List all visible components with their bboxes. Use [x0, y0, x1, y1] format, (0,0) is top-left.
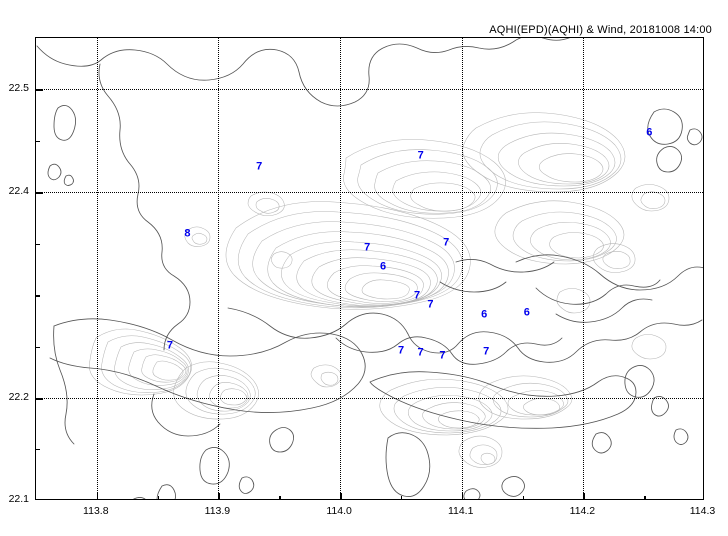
ytick-minor-22.45 [36, 140, 40, 143]
aqhi-value[interactable]: 7 [397, 344, 405, 357]
xtick-113.8 [96, 492, 99, 499]
xtick-minor-114.05 [400, 495, 403, 499]
ytick-minor-22.15 [36, 448, 40, 451]
yaxis-label-22.5: 22.5 [8, 82, 29, 95]
aqhi-value[interactable]: 7 [417, 149, 424, 162]
aqhi-value[interactable]: 6 [646, 126, 653, 139]
xtick-minor-113.95 [279, 495, 281, 499]
coastlines [36, 38, 703, 499]
aqhi-value[interactable]: 7 [417, 346, 424, 359]
aqhi-value[interactable]: 7 [439, 349, 446, 362]
aqhi-value[interactable]: 7 [443, 236, 450, 249]
xtick-114.0 [340, 492, 342, 499]
ytick-22.2 [36, 398, 43, 400]
aqhi-value[interactable]: 7 [256, 160, 263, 173]
ytick-22.4 [36, 192, 43, 194]
xtick-114.2 [583, 492, 585, 499]
xtick-114.1 [461, 492, 464, 499]
yaxis-label-22.1: 22.1 [8, 492, 29, 505]
xtick-114.3 [704, 493, 705, 500]
xaxis-label-113.8: 113.8 [83, 505, 109, 517]
map-geometry [36, 38, 703, 499]
ytick-22.1 [36, 500, 43, 501]
aqhi-value[interactable]: 6 [481, 308, 488, 321]
contour-lines [89, 112, 670, 468]
yaxis-label-22.2: 22.2 [8, 391, 29, 404]
ytick-minor-22.35 [36, 243, 40, 246]
yaxis-label-22.4: 22.4 [8, 185, 29, 198]
ytick-minor-22.25 [36, 346, 40, 349]
xtick-minor-113.85 [157, 495, 160, 499]
xaxis-label-113.9: 113.9 [204, 505, 231, 517]
xtick-minor-114.25 [644, 495, 646, 499]
aqhi-value[interactable]: 7 [364, 241, 371, 253]
ytick-22.5 [36, 89, 43, 91]
aqhi-value[interactable]: 7 [166, 339, 173, 352]
xaxis-label-114.1: 114.1 [447, 505, 474, 517]
xtick-113.9 [218, 492, 220, 499]
aqhi-value[interactable]: 7 [427, 298, 434, 311]
aqhi-value[interactable]: 8 [184, 227, 191, 240]
aqhi-value[interactable]: 7 [413, 289, 421, 302]
map-plot-area[interactable]: 7 8 7 6 7 6 7 7 7 6 6 7 7 7 7 7 [35, 37, 704, 500]
aqhi-value[interactable]: 7 [483, 345, 490, 358]
xaxis-label-114.3: 114.3 [689, 505, 716, 517]
aqhi-value[interactable]: 6 [523, 306, 530, 319]
page-title: AQHI(EPD)(AQHI) & Wind, 20181008 14:00 [489, 24, 712, 36]
aqhi-value[interactable]: 6 [379, 260, 387, 273]
xtick-minor-114.15 [522, 495, 524, 499]
xaxis-label-114.0: 114.0 [326, 505, 352, 517]
ytick-minor-22.3 [36, 295, 40, 297]
xaxis-label-114.2: 114.2 [569, 505, 596, 517]
